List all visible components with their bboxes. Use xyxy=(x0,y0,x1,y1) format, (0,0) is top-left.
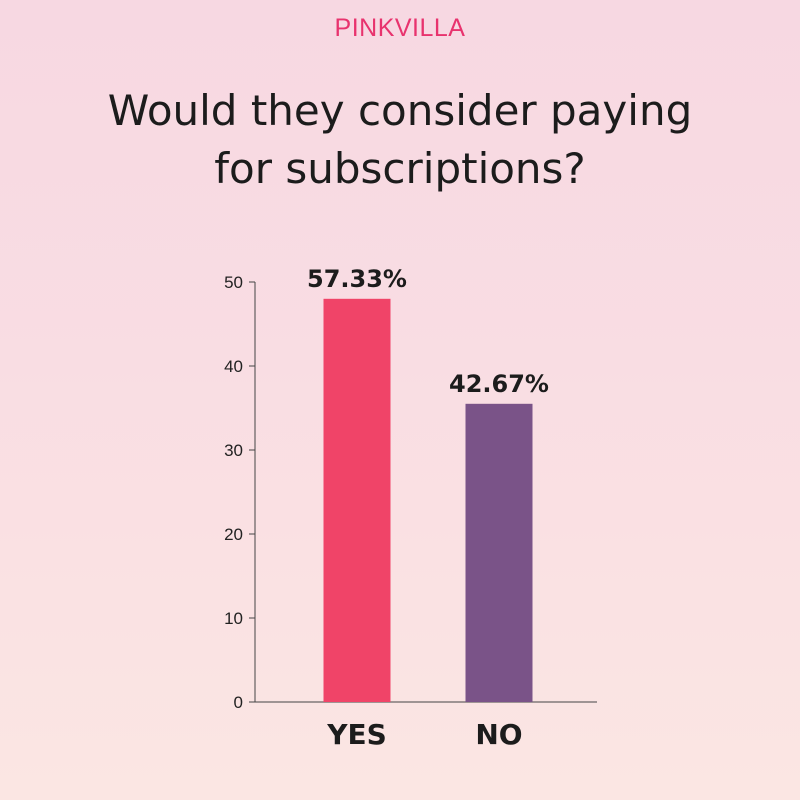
chart-title: Would they consider paying for subscripti… xyxy=(0,82,800,198)
data-label-yes: 57.33% xyxy=(307,265,407,293)
chart-title-text: Would they consider paying for subscripti… xyxy=(108,86,692,193)
y-tick-label: 20 xyxy=(224,525,243,544)
y-tick-label: 10 xyxy=(224,609,243,628)
chart-title-line-1: Would they consider paying xyxy=(107,86,693,135)
chart-bars xyxy=(323,298,533,702)
category-label-no: NO xyxy=(475,718,522,751)
category-label-yes: YES xyxy=(326,718,387,751)
y-tick-label: 0 xyxy=(234,693,243,712)
chart-labels: 57.33% YES 42.67% NO xyxy=(307,265,549,751)
chart-title-line-2: for subscriptions? xyxy=(214,144,586,193)
y-tick-label: 40 xyxy=(224,357,243,376)
bar-no xyxy=(465,403,533,702)
data-label-no: 42.67% xyxy=(449,370,549,398)
brand-logo: PINKVILLA xyxy=(334,14,466,42)
y-tick-label: 50 xyxy=(224,273,243,292)
chart-axes: 0 10 20 30 40 50 xyxy=(224,273,597,712)
bar-yes xyxy=(323,298,391,702)
y-tick-label: 30 xyxy=(224,441,243,460)
